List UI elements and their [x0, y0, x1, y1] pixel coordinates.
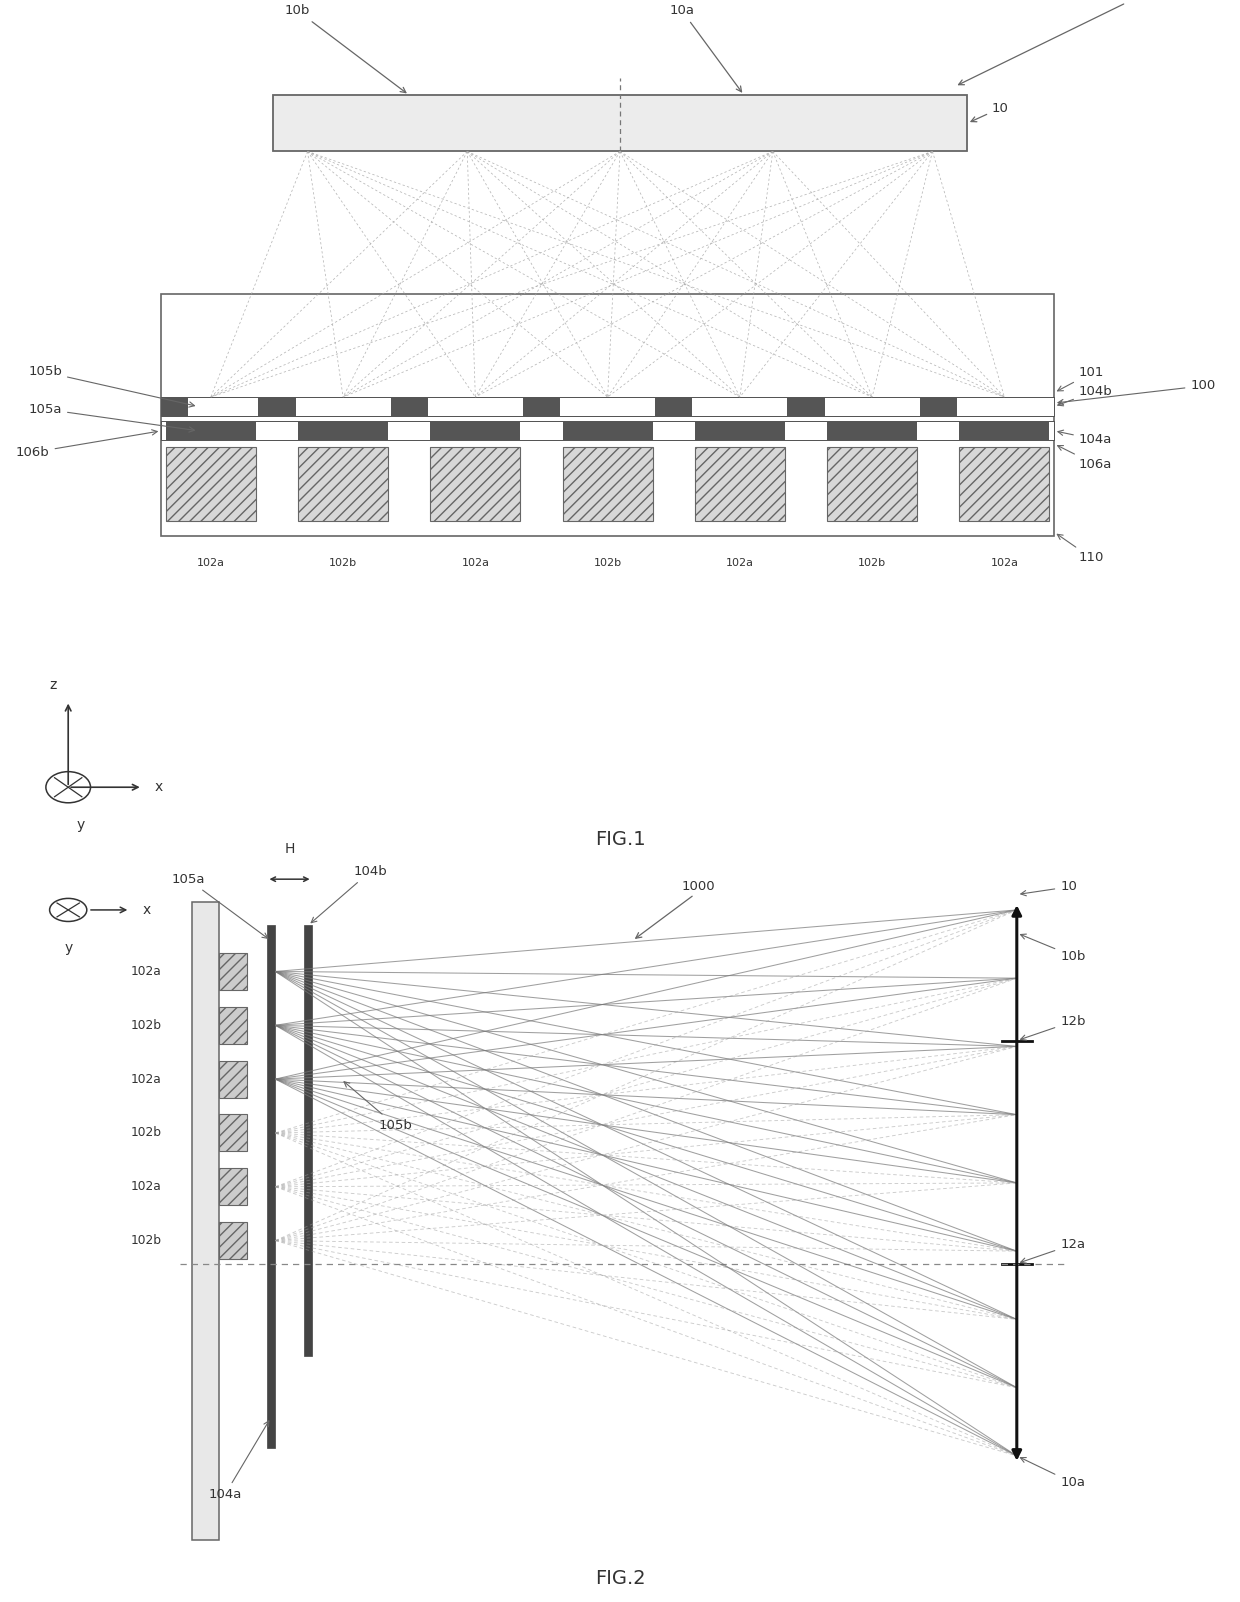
Bar	[960, 447, 1049, 521]
Bar	[920, 397, 957, 417]
Bar	[960, 421, 1049, 441]
Text: 102a: 102a	[461, 557, 490, 569]
Bar	[523, 397, 560, 417]
Text: 105a: 105a	[171, 873, 268, 939]
Text: 12b: 12b	[1021, 1016, 1086, 1040]
Text: FIG.1: FIG.1	[595, 830, 645, 849]
Bar	[694, 421, 785, 441]
Bar	[219, 1115, 247, 1152]
Text: 102b: 102b	[130, 1126, 161, 1139]
Text: 105b: 105b	[29, 365, 195, 407]
Bar	[161, 397, 1054, 417]
Bar	[563, 421, 652, 441]
Text: 10: 10	[971, 101, 1009, 122]
Bar	[267, 926, 275, 1448]
Text: 102a: 102a	[130, 1073, 161, 1086]
Text: FIG.2: FIG.2	[595, 1570, 645, 1589]
Bar	[298, 447, 388, 521]
Bar	[258, 397, 295, 417]
Text: 105a: 105a	[29, 402, 195, 433]
Text: 102b: 102b	[329, 557, 357, 569]
Text: 10b: 10b	[1021, 934, 1085, 963]
Bar	[827, 447, 918, 521]
Bar	[166, 447, 255, 521]
Bar	[161, 421, 1054, 441]
Text: 10a: 10a	[670, 5, 742, 91]
Text: 102a: 102a	[991, 557, 1018, 569]
Text: 104a: 104a	[208, 1421, 269, 1501]
Text: 102b: 102b	[130, 1019, 161, 1032]
Bar	[273, 95, 967, 152]
Bar	[219, 953, 247, 990]
Text: 106b: 106b	[16, 429, 157, 458]
Text: 100: 100	[1058, 380, 1215, 405]
Text: y: y	[64, 940, 72, 955]
Text: 102a: 102a	[130, 1181, 161, 1193]
Text: 102b: 102b	[594, 557, 621, 569]
Bar	[787, 397, 825, 417]
Text: 102a: 102a	[197, 557, 224, 569]
Text: 104a: 104a	[1058, 429, 1112, 445]
Bar	[219, 1006, 247, 1045]
Bar	[161, 397, 187, 417]
Text: H: H	[284, 843, 295, 855]
Text: z: z	[50, 678, 57, 692]
Bar	[219, 1168, 247, 1205]
Bar	[655, 397, 692, 417]
Text: y: y	[77, 817, 84, 831]
Text: 102a: 102a	[725, 557, 754, 569]
Text: 1000: 1000	[682, 881, 715, 894]
Text: 104b: 104b	[311, 865, 387, 923]
Text: 101: 101	[1058, 367, 1104, 391]
Bar	[298, 421, 388, 441]
Text: 1000: 1000	[959, 0, 1162, 85]
Bar	[430, 421, 521, 441]
Text: 102b: 102b	[130, 1234, 161, 1246]
Bar	[161, 421, 1054, 441]
Text: 104b: 104b	[1058, 384, 1112, 405]
Bar	[219, 1222, 247, 1259]
Bar	[827, 421, 918, 441]
Bar	[304, 926, 312, 1355]
Bar	[161, 397, 1054, 417]
Text: 102b: 102b	[858, 557, 887, 569]
Text: 106a: 106a	[1058, 445, 1112, 471]
Bar	[166, 421, 255, 441]
Text: 102a: 102a	[130, 964, 161, 977]
Bar	[694, 447, 785, 521]
Bar	[430, 447, 521, 521]
Text: 12a: 12a	[1021, 1238, 1085, 1262]
Bar	[192, 902, 219, 1541]
Bar	[219, 1061, 247, 1097]
Bar	[563, 447, 652, 521]
Bar	[161, 295, 1054, 537]
Text: 10b: 10b	[285, 5, 405, 93]
Bar	[391, 397, 428, 417]
Text: 110: 110	[1058, 535, 1104, 564]
Text: 105b: 105b	[343, 1081, 412, 1131]
Text: 10: 10	[1021, 881, 1078, 896]
Text: 10a: 10a	[1021, 1458, 1085, 1490]
Text: x: x	[143, 904, 151, 916]
Text: x: x	[155, 780, 164, 795]
